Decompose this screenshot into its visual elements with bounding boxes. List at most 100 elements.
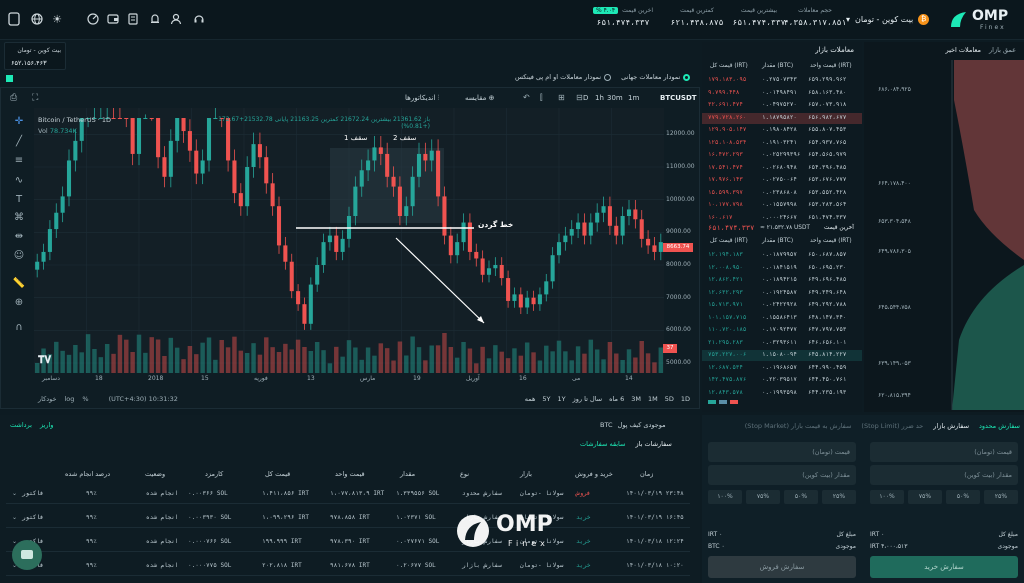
buy-order-row[interactable]: ۷۵۳،۲۲۷،۰۰۶ ۱.۱۵۰۸۰۰۹۴ ۶۴۵،۸۱۴،۲۲۷: [702, 350, 862, 361]
tf-1h[interactable]: 1h: [595, 94, 604, 102]
range-button[interactable]: 1Y: [557, 395, 566, 403]
trendline-icon[interactable]: ╱: [15, 136, 23, 147]
range-button[interactable]: 6 ماه: [609, 395, 625, 403]
chevron-down-icon[interactable]: ⌄: [12, 562, 18, 569]
chevron-down-icon[interactable]: ⌄: [12, 490, 18, 497]
emoji-icon[interactable]: ☺: [13, 250, 25, 261]
sell-price-input[interactable]: قیمت (تومان): [708, 442, 856, 462]
buy-order-row[interactable]: ۱۲،۰۰۸،۹۵۰ ۰.۰۱۸۴۱۵۱۹ ۶۵۰،۶۹۵،۲۳۰: [702, 263, 862, 274]
sell-order-row[interactable]: ۱۷۹،۱۸۳،۰۹۵ ۰.۲۷۵۰۷۳۴۳ ۶۵۹،۲۹۹،۹۶۲: [702, 75, 862, 86]
radio-omp-chart[interactable]: نمودار معاملات او ام پی فینکس: [515, 73, 612, 81]
tf-30m[interactable]: 30m: [607, 94, 623, 102]
chat-icon[interactable]: [12, 540, 42, 570]
tab-order-history[interactable]: سابقه سفارشات: [580, 440, 626, 448]
tab-stop-market[interactable]: سفارش به قیمت بازار (Stop Market): [744, 422, 852, 430]
sell-pct-button[interactable]: ۷۵%: [746, 490, 780, 504]
node-icon[interactable]: ⌘: [14, 212, 24, 223]
sell-order-row[interactable]: ۷۷۹،۷۲۸،۲۶۰ ۱.۱۸۷۹۵۸۲۰ ۶۵۶،۹۸۲،۶۷۷: [702, 112, 862, 124]
buy-pct-button[interactable]: ۷۵%: [908, 490, 942, 504]
wallet-icon[interactable]: [106, 12, 120, 26]
buy-pct-button[interactable]: ۲۵%: [984, 490, 1018, 504]
buy-amount-input[interactable]: مقدار (بیت کوین): [870, 465, 1018, 485]
buy-pct-button[interactable]: ۵۰%: [946, 490, 980, 504]
buy-order-button[interactable]: سفارش خرید: [870, 556, 1018, 578]
time-axis[interactable]: دسامبر 18 2018 15 فوریه 13 مارس 19 آوریل 16 می 14: [34, 374, 664, 384]
tf-d[interactable]: D: [583, 94, 589, 102]
buy-order-row[interactable]: ۱۱۰،۷۲۰،۱۸۵ ۰.۱۷۰۹۲۴۷۷ ۶۴۷،۷۹۷،۷۵۳: [702, 325, 862, 336]
omp-logo[interactable]: OMP Finex: [948, 6, 1018, 36]
line-chart-icon[interactable]: ⊟: [576, 93, 583, 102]
sell-amount-input[interactable]: مقدار (بیت کوین): [708, 465, 856, 485]
text-icon[interactable]: T: [15, 194, 23, 205]
sell-pct-button[interactable]: ۲۵%: [822, 490, 856, 504]
sell-order-row[interactable]: ۱۲۵،۱۰۸،۵۳۴ ۰.۱۹۱۰۳۲۴۱ ۶۵۴،۹۳۷،۷۶۵: [702, 138, 862, 149]
camera-icon[interactable]: ⎙: [10, 93, 18, 103]
buy-order-row[interactable]: ۱۴۲،۴۷۵،۸۷۶ ۰.۲۲۰۳۹۵۱۷ ۶۴۴،۴۵۰،۷۶۱: [702, 375, 862, 386]
buy-price-input[interactable]: قیمت (تومان): [870, 442, 1018, 462]
sell-order-button[interactable]: سفارش فروش: [708, 556, 856, 578]
invoice-button[interactable]: فاکتور: [22, 514, 44, 521]
range-button[interactable]: 3M: [631, 395, 641, 403]
sell-order-row[interactable]: ۱۶۰،۶۱۷ ۰.۰۰۰۲۴۶۶۷ ۶۵۱،۴۷۴،۳۳۷: [702, 213, 862, 224]
wallet-coin-selector[interactable]: BTC: [600, 421, 613, 429]
pair-selector[interactable]: ▾ بیت کوین - تومان ₿: [846, 14, 930, 25]
user-icon[interactable]: [169, 12, 183, 26]
crosshair-icon[interactable]: ✛: [14, 116, 24, 127]
buy-order-row[interactable]: ۱۲،۸۴۳،۵۷۸ ۰.۰۱۹۹۳۵۹۸ ۶۴۴،۲۳۵،۱۹۳: [702, 388, 862, 399]
tf-1m[interactable]: 1m: [628, 94, 640, 102]
pattern-icon[interactable]: ∿: [14, 175, 24, 186]
theme-icon[interactable]: [8, 12, 20, 26]
range-button[interactable]: 5D: [664, 395, 674, 403]
chevron-down-icon[interactable]: ⌄: [12, 538, 18, 545]
candles-icon[interactable]: ⫿: [540, 93, 543, 102]
sell-order-row[interactable]: ۱۰،۱۷۷،۷۹۸ ۰.۰۱۵۵۷۹۹۸ ۶۵۳،۲۸۳،۵۶۴: [702, 200, 862, 211]
table-row[interactable]: [6, 510, 690, 528]
orders-icon[interactable]: [126, 12, 140, 26]
auto-scale-button[interactable]: خودکار: [38, 395, 57, 403]
tab-market[interactable]: سفارش بازار: [933, 422, 970, 430]
buy-order-row[interactable]: ۱۲،۶۸۷،۵۳۴ ۰.۰۱۹۶۸۶۵۷ ۶۴۴،۹۹۰،۴۵۹: [702, 363, 862, 374]
sell-order-row[interactable]: ۳۲،۶۹۱،۴۷۴ ۰.۰۴۹۷۵۲۷۰ ۶۵۷،۰۷۳،۹۱۸: [702, 100, 862, 111]
depth-chart[interactable]: [864, 60, 1024, 410]
log-scale-button[interactable]: log: [64, 395, 75, 403]
tab-limit[interactable]: سفارش محدود: [979, 422, 1020, 430]
invoice-button[interactable]: فاکتور: [22, 490, 44, 497]
buy-order-row[interactable]: ۲۱،۲۹۵،۲۸۳ ۰.۰۳۲۹۳۶۱۱ ۶۴۶،۶۵۶،۱۰۱: [702, 338, 862, 349]
deposit-link[interactable]: واریز: [39, 421, 54, 429]
percent-scale-button[interactable]: %: [82, 395, 89, 403]
compare-button[interactable]: مقایسه ⊕: [465, 94, 495, 102]
bell-icon[interactable]: [148, 12, 162, 26]
symbol-label[interactable]: BTCUSDT: [660, 94, 697, 102]
orderbook-view-toggle[interactable]: [708, 400, 738, 404]
table-row[interactable]: [6, 486, 690, 504]
magnet-icon[interactable]: ∩: [15, 322, 23, 333]
sell-order-row[interactable]: ۹،۷۹۹،۴۴۸ ۰.۰۱۴۹۸۴۹۱ ۶۵۸،۱۶۳،۴۸۰: [702, 88, 862, 99]
ruler-icon[interactable]: 📏: [12, 278, 26, 289]
undo-icon[interactable]: ↶: [523, 93, 530, 102]
withdraw-link[interactable]: برداشت: [10, 421, 32, 429]
sell-pct-button[interactable]: ۱۰۰%: [708, 490, 742, 504]
table-row[interactable]: [6, 558, 690, 576]
measure-icon[interactable]: ⇹: [14, 231, 24, 242]
sell-order-row[interactable]: ۱۷،۵۴۱،۴۷۴ ۰.۰۲۶۸۰۹۴۸ ۶۵۴،۳۹۶،۴۸۵: [702, 163, 862, 174]
price-chart[interactable]: [34, 108, 664, 373]
tab-recent-trades[interactable]: معاملات اخیر: [945, 46, 981, 54]
radio-world-chart[interactable]: نمودار معاملات جهانی: [621, 73, 691, 81]
grid-icon[interactable]: [6, 75, 13, 82]
tab-stop-limit[interactable]: حد ضرر (Stop Limit): [861, 422, 924, 430]
range-button[interactable]: 1D: [680, 395, 690, 403]
sell-pct-button[interactable]: ۵۰%: [784, 490, 818, 504]
zoom-icon[interactable]: ⊕: [14, 297, 24, 308]
chevron-down-icon[interactable]: ⌄: [12, 514, 18, 521]
range-button[interactable]: 1M: [647, 395, 658, 403]
sell-order-row[interactable]: ۱۷،۹۷۶،۱۴۳ ۰.۰۲۷۵۰۰۶۴ ۶۵۳،۶۷۶،۷۷۷: [702, 175, 862, 186]
table-row[interactable]: [6, 534, 690, 552]
range-button[interactable]: سال تا روز: [572, 395, 603, 403]
tab-depth[interactable]: عمق بازار: [989, 46, 1016, 54]
sun-icon[interactable]: ☀: [52, 12, 62, 26]
price-axis[interactable]: 12000.00 11000.00 10000.00 9000.00 8000.00 70…: [664, 108, 700, 373]
range-button[interactable]: همه: [524, 395, 536, 403]
support-icon[interactable]: [192, 12, 206, 26]
range-button[interactable]: 5Y: [542, 395, 551, 403]
buy-order-row[interactable]: ۱۲،۸۶۲،۴۲۱ ۰.۰۱۸۹۴۲۱۵ ۶۴۹،۶۹۶،۴۸۵: [702, 275, 862, 286]
